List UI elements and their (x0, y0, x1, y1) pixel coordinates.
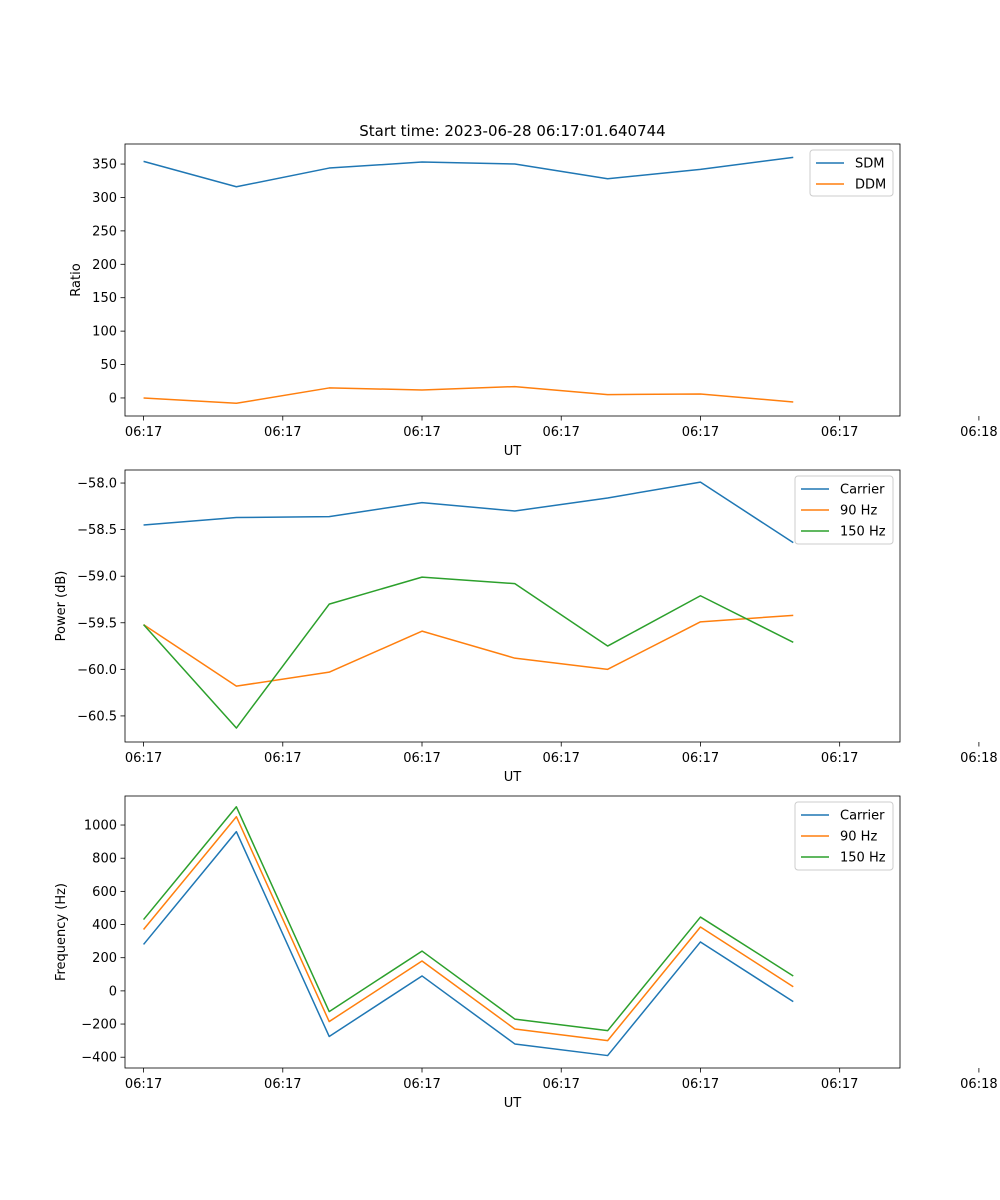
figure-title: Start time: 2023-06-28 06:17:01.640744 (359, 122, 665, 140)
x-tick-label: 06:17 (821, 751, 858, 766)
legend-box (794, 475, 894, 545)
x-axis-label: UT (504, 1096, 522, 1111)
x-tick-label: 06:17 (542, 1077, 579, 1092)
legend-box (794, 801, 894, 871)
x-tick-label: 06:17 (125, 425, 162, 440)
legend-label: 90 Hz (840, 830, 877, 845)
legend-label: Carrier (840, 809, 885, 824)
y-tick-label: 350 (92, 158, 117, 173)
y-tick-label: 300 (92, 191, 117, 206)
y-tick-label: 250 (92, 224, 117, 239)
legend-label: 90 Hz (840, 504, 877, 519)
x-tick-label: 06:17 (821, 1077, 858, 1092)
axes-frame (124, 469, 901, 743)
series-line-150-hz (143, 576, 794, 729)
series-line-ddm (143, 385, 794, 405)
legend-label: SDM (855, 157, 884, 172)
y-tick-label: 50 (100, 358, 117, 373)
y-axis-label: Frequency (Hz) (54, 883, 69, 981)
y-tick-label: −60.0 (77, 663, 117, 678)
x-tick-label: 06:17 (821, 425, 858, 440)
legend: Carrier 90 Hz 150 Hz (794, 801, 894, 871)
y-tick-label: −59.0 (77, 570, 117, 585)
x-axis-label: UT (504, 770, 522, 785)
x-tick-label: 06:17 (264, 1077, 301, 1092)
x-tick-label: 06:17 (264, 751, 301, 766)
y-tick-label: −59.5 (77, 616, 117, 631)
x-tick-label: 06:17 (125, 1077, 162, 1092)
series-line-sdm (143, 156, 794, 188)
x-tick-label: 06:17 (542, 751, 579, 766)
y-tick-label: 200 (92, 951, 117, 966)
y-tick-label: 100 (92, 325, 117, 340)
y-tick-label: 1000 (84, 819, 117, 834)
y-tick-label: 150 (92, 291, 117, 306)
x-tick-label: 06:17 (403, 425, 440, 440)
legend: SDM DDM (809, 149, 894, 197)
x-tick-label: 06:17 (125, 751, 162, 766)
x-tick-label: 06:17 (682, 1077, 719, 1092)
series-line-carrier (143, 481, 794, 544)
legend: Carrier 90 Hz 150 Hz (794, 475, 894, 545)
series-line-90-hz (143, 614, 794, 687)
y-tick-label: 0 (109, 391, 117, 406)
axes-frame (124, 143, 901, 417)
x-tick-label: 06:18 (960, 425, 997, 440)
legend-label: Carrier (840, 483, 885, 498)
y-tick-label: −58.0 (77, 477, 117, 492)
x-tick-label: 06:18 (960, 1077, 997, 1092)
y-tick-label: 600 (92, 885, 117, 900)
y-axis-label: Power (dB) (54, 571, 69, 642)
chart-3: 06:17 06:17 06:17 06:17 06:17 06:17 06:18 −400 −… (54, 795, 998, 1111)
x-tick-label: 06:18 (960, 751, 997, 766)
y-tick-label: 0 (109, 984, 117, 999)
series-line-150-hz (142, 806, 794, 1032)
x-tick-label: 06:17 (403, 1077, 440, 1092)
y-tick-label: 200 (92, 258, 117, 273)
x-tick-label: 06:17 (264, 425, 301, 440)
series-line-carrier (142, 830, 794, 1057)
x-axis-label: UT (504, 444, 522, 459)
y-tick-label: −400 (81, 1051, 117, 1066)
legend-label: 150 Hz (840, 851, 886, 866)
y-tick-label: −60.5 (77, 709, 117, 724)
y-tick-label: 400 (92, 918, 117, 933)
chart-1: 06:17 06:17 06:17 06:17 06:17 06:17 06:18 0 50 10… (69, 143, 998, 459)
y-tick-label: −58.5 (77, 523, 117, 538)
y-axis-label: Ratio (69, 263, 84, 296)
chart-2: 06:17 06:17 06:17 06:17 06:17 06:17 06:18 −60.5… (54, 469, 998, 785)
x-tick-label: 06:17 (403, 751, 440, 766)
y-tick-label: 800 (92, 852, 117, 867)
legend-label: DDM (855, 178, 886, 193)
legend-label: 150 Hz (840, 525, 886, 540)
series-line-90-hz (142, 815, 794, 1042)
x-tick-label: 06:17 (542, 425, 579, 440)
axes-frame (124, 795, 901, 1069)
y-tick-label: −200 (81, 1018, 117, 1033)
x-tick-label: 06:17 (682, 751, 719, 766)
x-tick-label: 06:17 (682, 425, 719, 440)
charts-container: 06:17 06:17 06:17 06:17 06:17 06:17 06:18 0 50 10… (54, 143, 998, 1111)
